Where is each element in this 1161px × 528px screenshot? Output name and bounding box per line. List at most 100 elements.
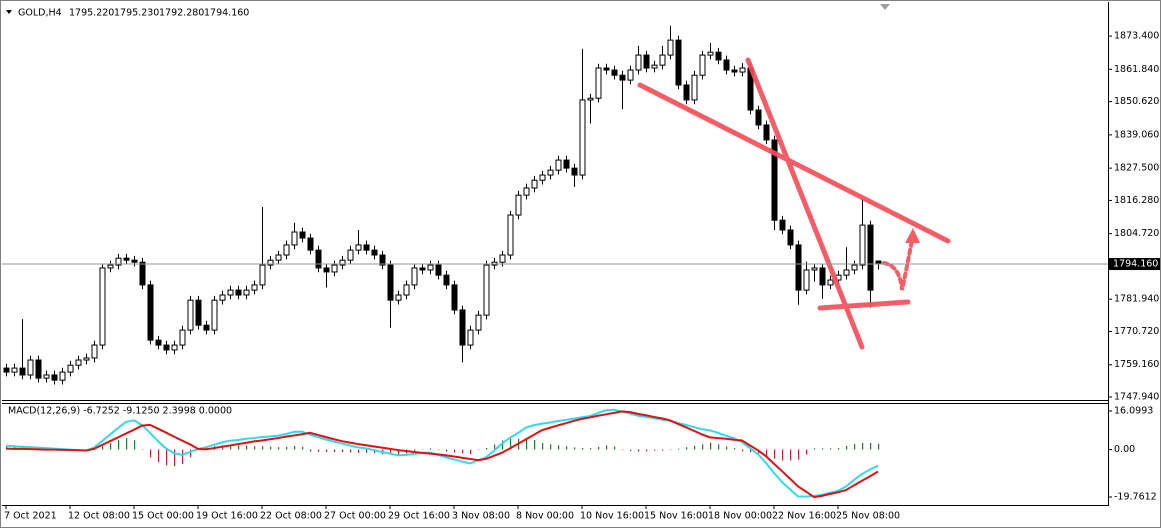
candle-body xyxy=(403,284,410,296)
histogram-bar xyxy=(182,449,184,464)
ohlc-label: 1795.230 xyxy=(114,8,159,19)
histogram-bar xyxy=(102,445,104,450)
current-price-label: 1794.160 xyxy=(1113,259,1158,270)
histogram-bar xyxy=(230,444,232,450)
candle-body xyxy=(11,367,18,373)
candle-body xyxy=(755,109,762,126)
histogram-bar xyxy=(590,448,592,450)
histogram-bar xyxy=(166,449,168,466)
histogram-bar xyxy=(110,443,112,450)
candle-body xyxy=(523,187,530,196)
histogram-bar xyxy=(494,444,496,450)
candle-body xyxy=(187,299,194,331)
histogram-bar xyxy=(158,449,160,463)
candle-body xyxy=(315,249,322,269)
histogram-bar xyxy=(190,449,192,458)
y-tick-label: 16.0993 xyxy=(1114,405,1153,416)
arrow-head xyxy=(905,228,920,243)
histogram-bar xyxy=(142,449,144,450)
candle-body xyxy=(603,67,610,71)
histogram-bar xyxy=(750,449,752,453)
candle-body xyxy=(91,344,98,359)
candle-body xyxy=(659,54,666,66)
candle-body xyxy=(779,219,786,231)
histogram-bar xyxy=(662,449,664,451)
histogram-bar xyxy=(638,449,640,452)
histogram-bar xyxy=(422,449,424,451)
candle-body xyxy=(571,167,578,176)
candle-body xyxy=(267,259,274,266)
candle-body xyxy=(667,39,674,56)
candle-body xyxy=(723,59,730,71)
x-tick-label: 15 Oct 00:00 xyxy=(132,511,194,522)
candle-body xyxy=(107,264,114,269)
x-tick-label: 7 Oct 2021 xyxy=(4,511,57,522)
x-tick-label: 8 Nov 00:00 xyxy=(516,511,574,522)
candle-body xyxy=(635,54,642,71)
histogram-bar xyxy=(278,447,280,450)
candle-body xyxy=(451,284,458,311)
histogram-bar xyxy=(446,449,448,452)
candle-body xyxy=(651,64,658,69)
candle-body xyxy=(467,329,474,346)
histogram-bar xyxy=(510,439,512,450)
histogram-bar xyxy=(790,449,792,461)
candle-body xyxy=(771,139,778,221)
histogram-bar xyxy=(622,449,624,451)
candle-body xyxy=(307,237,314,251)
histogram-bar xyxy=(286,446,288,450)
trendline xyxy=(817,299,911,311)
histogram-bar xyxy=(390,449,392,455)
histogram-bar xyxy=(646,449,648,452)
histogram-bar xyxy=(854,444,856,450)
candle-body xyxy=(435,264,442,276)
candle-body xyxy=(171,344,178,351)
trendline xyxy=(637,82,951,244)
x-tick-label: 22 Nov 16:00 xyxy=(772,511,836,522)
histogram-bar xyxy=(726,446,728,450)
candle-body xyxy=(3,367,10,373)
candle-body xyxy=(563,159,570,169)
y-tick-label: 1873.400 xyxy=(1114,31,1159,42)
histogram-bar xyxy=(718,444,720,450)
x-tick-label: 25 Nov 08:00 xyxy=(836,511,900,522)
candle-body xyxy=(355,244,362,251)
y-tick-label: 0.00 xyxy=(1114,444,1135,455)
histogram-bar xyxy=(454,449,456,453)
histogram-bar xyxy=(318,449,320,452)
candle-body xyxy=(291,231,298,246)
histogram-bar xyxy=(358,449,360,453)
y-tick-label: 1770.720 xyxy=(1114,326,1159,337)
histogram-bar xyxy=(694,445,696,450)
x-tick-label: 22 Oct 08:00 xyxy=(260,511,322,522)
candle-body xyxy=(395,294,402,301)
histogram-bar xyxy=(542,443,544,450)
histogram-bar xyxy=(862,442,864,450)
y-tick-label: 1827.500 xyxy=(1114,163,1159,174)
x-tick-label: 29 Oct 16:00 xyxy=(388,511,450,522)
candle-body xyxy=(627,69,634,81)
shift-marker[interactable] xyxy=(880,4,890,10)
candle-body xyxy=(347,249,354,261)
x-tick-label: 18 Nov 00:00 xyxy=(708,511,772,522)
histogram-bar xyxy=(822,448,824,450)
candle-body xyxy=(363,244,370,251)
menu-triangle[interactable] xyxy=(6,10,12,14)
candle-body xyxy=(251,284,258,291)
candle-body xyxy=(475,314,482,331)
candle-body xyxy=(379,254,386,266)
histogram-bar xyxy=(502,440,504,450)
y-tick-label: 1759.160 xyxy=(1114,359,1159,370)
histogram-bar xyxy=(254,446,256,450)
candle-body xyxy=(331,264,338,273)
candle-body xyxy=(155,339,162,346)
candle-body xyxy=(99,267,106,346)
trendline xyxy=(745,57,865,350)
candle-body xyxy=(507,214,514,256)
x-tick-label: 10 Nov 16:00 xyxy=(580,511,644,522)
candle-body xyxy=(219,294,226,301)
candle-body xyxy=(707,51,714,56)
histogram-bar xyxy=(270,446,272,450)
histogram-bar xyxy=(774,449,776,459)
